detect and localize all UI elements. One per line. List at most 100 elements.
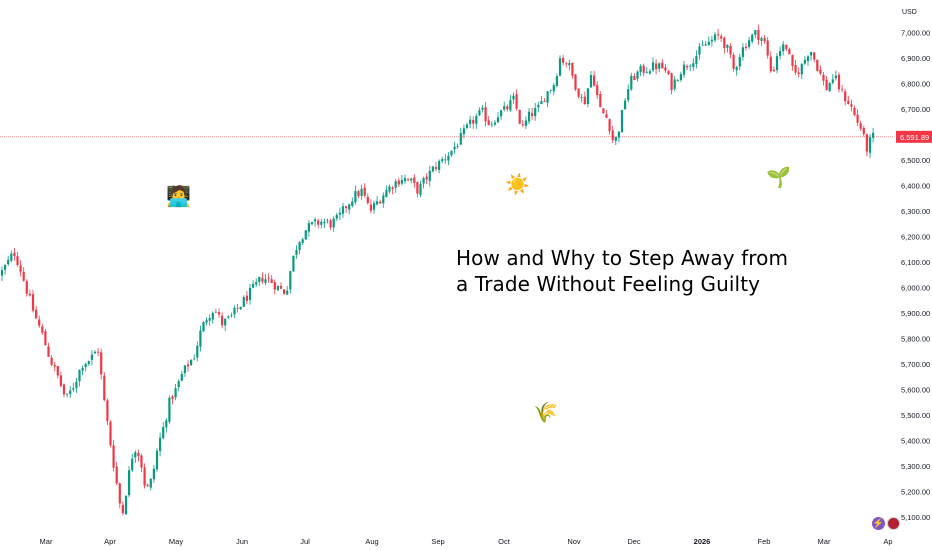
candle-body <box>400 180 403 184</box>
candle-body <box>779 51 782 57</box>
candle-body <box>620 110 624 133</box>
candle-body <box>431 166 434 172</box>
candle-body <box>376 201 379 205</box>
candle-body <box>465 124 469 128</box>
candle-body <box>456 146 459 147</box>
candle-body <box>38 319 41 326</box>
candle-body <box>310 222 314 225</box>
candle-body <box>332 218 335 228</box>
candle-body <box>713 34 717 41</box>
candle-body <box>630 75 633 90</box>
candle-body <box>493 122 496 125</box>
candle-body <box>283 289 286 294</box>
candle-body <box>177 381 180 388</box>
candle-body <box>248 287 252 300</box>
candle-body <box>301 239 304 243</box>
candle-body <box>397 180 400 185</box>
person-laptop-emoji-icon: 🧑‍💻 <box>166 184 191 208</box>
candle-body <box>193 358 196 360</box>
candle-body <box>199 330 202 347</box>
candle-body <box>766 40 769 56</box>
candle-body <box>106 400 109 422</box>
candle-body <box>667 71 670 75</box>
candle-body <box>555 76 558 86</box>
candle-body <box>227 316 230 318</box>
candle-body <box>338 212 341 215</box>
candle-body <box>341 206 345 214</box>
candle-body <box>853 107 856 116</box>
candle-body <box>679 74 682 80</box>
candle-body <box>50 357 53 365</box>
candle-body <box>66 393 69 395</box>
candle-body <box>608 119 611 132</box>
candle-body <box>217 311 221 315</box>
candle-body <box>651 62 655 71</box>
candle-body <box>757 29 760 41</box>
candle-body <box>261 277 264 282</box>
candle-body <box>720 36 723 39</box>
candle-body <box>769 56 772 72</box>
candle-body <box>25 281 28 294</box>
corner-icons[interactable]: ⚡ <box>872 517 900 530</box>
candle-body <box>78 369 81 382</box>
candle-body <box>47 346 50 357</box>
y-tick-label: 5,500.00 <box>901 411 930 420</box>
candle-body <box>453 146 456 150</box>
candle-body <box>214 311 217 313</box>
candle-body <box>509 100 512 111</box>
candle-body <box>459 132 462 145</box>
candle-body <box>791 54 794 66</box>
candle-body <box>171 396 174 400</box>
lightning-icon[interactable]: ⚡ <box>872 517 885 530</box>
candle-body <box>624 100 627 109</box>
candle-body <box>599 93 602 108</box>
us-flag-icon[interactable] <box>887 517 900 530</box>
candle-body <box>438 160 441 170</box>
candle-body <box>704 44 707 46</box>
candle-body <box>518 109 521 124</box>
candle-body <box>760 38 763 41</box>
candle-body <box>379 201 382 204</box>
candle-body <box>372 203 376 210</box>
candle-body <box>816 59 819 71</box>
candle-body <box>617 131 620 138</box>
x-tick-label: Apr <box>104 537 116 546</box>
candle-body <box>329 220 332 228</box>
candle-body <box>211 312 214 320</box>
candle-body <box>357 191 360 196</box>
x-tick-label: Jul <box>300 537 310 546</box>
candle-body <box>242 297 245 307</box>
candle-body <box>118 483 121 504</box>
candle-body <box>589 75 593 88</box>
currency-label: USD <box>902 9 917 16</box>
y-tick-label: 6,400.00 <box>901 181 930 190</box>
candle-body <box>385 190 388 198</box>
candle-body <box>701 44 704 46</box>
candle-body <box>186 364 190 367</box>
candle-body <box>540 100 543 105</box>
candle-body <box>137 452 140 457</box>
candle-body <box>72 388 75 390</box>
candle-body <box>84 363 87 367</box>
candle-body <box>410 178 413 181</box>
candle-body <box>143 467 146 486</box>
candle-body <box>22 271 25 281</box>
x-tick-label: Aug <box>365 537 378 546</box>
candle-body <box>363 187 366 196</box>
candle-body <box>140 455 143 468</box>
candle-body <box>267 277 270 279</box>
candle-body <box>90 354 93 360</box>
candle-body <box>348 204 351 210</box>
y-tick-label: 5,600.00 <box>901 385 930 394</box>
candle-body <box>661 62 664 69</box>
candle-body <box>496 117 500 123</box>
candle-body <box>366 196 369 204</box>
candle-body <box>196 345 199 358</box>
candle-body <box>128 470 131 496</box>
candle-body <box>676 80 679 81</box>
candle-body <box>788 49 791 55</box>
candle-body <box>407 179 410 181</box>
candle-body <box>233 307 236 315</box>
candle-body <box>568 63 571 66</box>
x-tick-label: Ap <box>883 537 892 546</box>
